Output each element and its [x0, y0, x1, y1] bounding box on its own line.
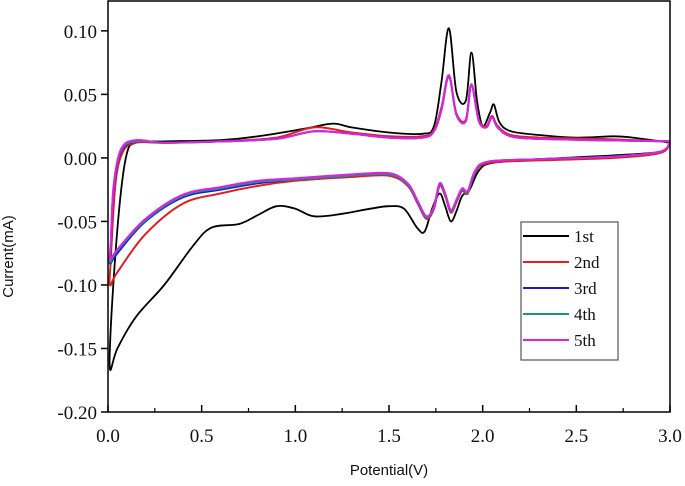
y-tick-label: -0.20 [57, 403, 97, 424]
y-tick-label: 0.00 [64, 149, 97, 170]
legend-box [520, 221, 619, 361]
x-axis: 0.0 0.5 1.0 1.5 2.0 2.5 3.0 [96, 405, 682, 447]
x-tick-label: 1.5 [377, 426, 401, 447]
y-axis-title: Current(mA) [0, 215, 17, 298]
x-tick-label: 0.5 [190, 426, 214, 447]
y-tick-label: -0.10 [57, 276, 97, 297]
legend-label-1st: 1st [574, 227, 594, 246]
x-tick-label: 2.0 [471, 426, 495, 447]
legend-label-4th: 4th [574, 305, 596, 324]
x-tick-label: 0.0 [96, 426, 120, 447]
y-tick-label: 0.05 [64, 85, 97, 106]
legend: 1st 2nd 3rd 4th 5th [520, 221, 619, 361]
x-tick-label: 1.0 [283, 426, 307, 447]
legend-label-5th: 5th [574, 331, 596, 350]
legend-label-2nd: 2nd [574, 253, 600, 272]
series-5th-line [108, 74, 671, 261]
x-tick-label: 2.5 [564, 426, 588, 447]
x-axis-title: Potential(V) [350, 462, 428, 479]
y-tick-label: -0.05 [57, 212, 97, 233]
y-axis: 0.10 0.05 0.00 -0.05 -0.10 -0.15 -0.20 [57, 22, 108, 424]
series-1st-line [108, 27, 671, 372]
x-tick-label: 3.0 [658, 426, 682, 447]
y-tick-label: 0.10 [64, 22, 97, 43]
legend-label-3rd: 3rd [574, 279, 597, 298]
series-layer [108, 27, 671, 372]
y-tick-label: -0.15 [57, 339, 97, 360]
